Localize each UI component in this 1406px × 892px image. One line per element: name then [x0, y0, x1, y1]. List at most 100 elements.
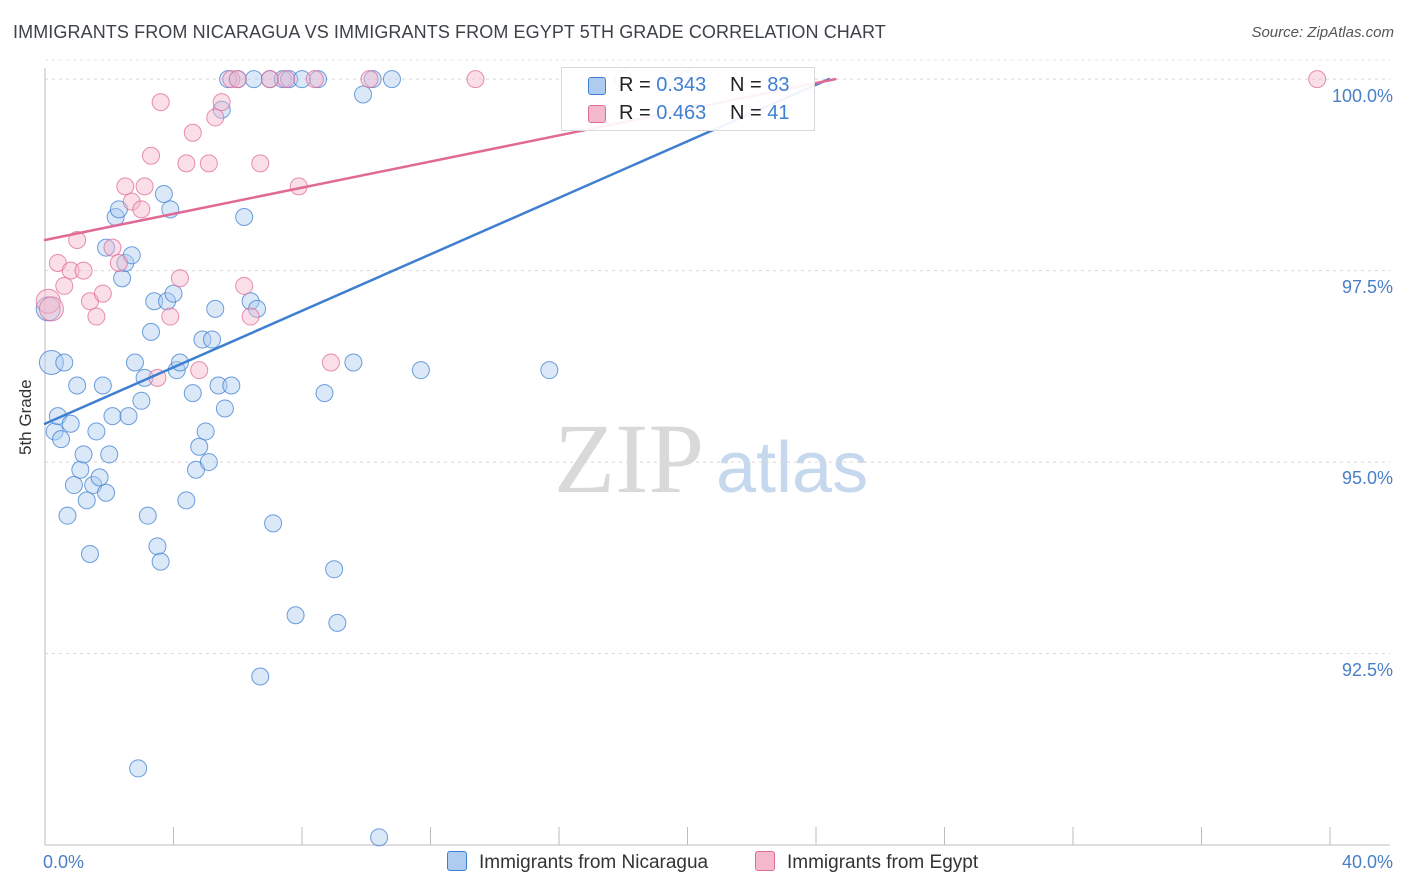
nicaragua-point: [215, 399, 234, 418]
y-tick-97-5: 97.5%: [1341, 277, 1393, 297]
nicaragua-point: [68, 376, 87, 395]
nicaragua-point: [183, 384, 202, 403]
egypt-point: [142, 146, 161, 165]
nicaragua-point: [97, 483, 116, 502]
nicaragua-point: [38, 350, 64, 376]
nicaragua-point: [540, 361, 559, 380]
egypt-point: [305, 70, 324, 89]
legend-r-egypt: R = 0.463: [619, 102, 707, 124]
nicaragua-point: [199, 453, 218, 472]
nicaragua-point: [80, 544, 99, 563]
egypt-point: [87, 307, 106, 326]
nicaragua-point: [411, 361, 430, 380]
nicaragua-point: [325, 560, 344, 579]
nicaragua-point: [203, 330, 222, 349]
nicaragua-point: [103, 407, 122, 426]
nicaragua-point: [158, 292, 177, 311]
nicaragua-point: [241, 292, 260, 311]
egypt-point: [135, 177, 154, 196]
nicaragua-point: [45, 422, 64, 441]
nicaragua-point: [212, 100, 231, 119]
nicaragua-point: [119, 407, 138, 426]
nicaragua-point: [251, 667, 270, 686]
nicaragua-point: [55, 353, 74, 372]
egypt-point: [241, 307, 260, 326]
nicaragua-point: [142, 322, 161, 341]
nicaragua-point: [164, 284, 183, 303]
legend-n-nicaragua: N = 83: [730, 74, 790, 96]
nicaragua-point: [151, 552, 170, 571]
nicaragua-point: [132, 391, 151, 410]
nicaragua-point: [125, 353, 144, 372]
nicaragua-point: [382, 70, 401, 89]
nicaragua-point: [328, 613, 347, 632]
nicaragua-point: [148, 537, 167, 556]
nicaragua-point: [235, 208, 254, 226]
egypt-point: [103, 238, 122, 257]
watermark-atlas: atlas: [716, 428, 868, 508]
egypt-point: [132, 200, 151, 219]
nicaragua-point: [145, 292, 164, 311]
nicaragua-point: [248, 299, 267, 318]
nicaragua-point: [61, 414, 80, 433]
egypt-point: [251, 154, 270, 173]
nicaragua-point: [87, 422, 106, 441]
egypt-point: [321, 353, 340, 372]
egypt-point: [360, 70, 379, 89]
nicaragua-point: [222, 376, 241, 395]
egypt-point: [122, 192, 141, 211]
egypt-point: [228, 70, 247, 89]
nicaragua-point: [97, 238, 116, 257]
legend-swatch-pink: [588, 105, 606, 123]
egypt-point: [276, 70, 295, 89]
nicaragua-point: [116, 253, 135, 272]
nicaragua-point: [177, 491, 196, 510]
egypt-point: [151, 93, 170, 112]
egypt-point: [235, 276, 254, 295]
nicaragua-point: [154, 185, 173, 204]
x-tick-min: 0.0%: [43, 852, 85, 872]
source-label: Source: ZipAtlas.com: [1251, 24, 1394, 41]
nicaragua-point: [370, 828, 389, 847]
egypt-point: [1308, 70, 1327, 89]
nicaragua-point: [93, 376, 112, 395]
nicaragua-point: [52, 430, 71, 449]
egypt-point: [212, 93, 231, 112]
nicaragua-point: [190, 437, 209, 456]
egypt-point: [116, 177, 135, 196]
egypt-point: [206, 108, 225, 127]
egypt-point: [260, 70, 279, 89]
legend-swatch-blue: [588, 77, 606, 95]
nicaragua-point: [196, 422, 215, 441]
nicaragua-point: [293, 70, 311, 89]
watermark-zip: ZIP: [554, 403, 704, 514]
chart-title: IMMIGRANTS FROM NICARAGUA VS IMMIGRANTS …: [13, 22, 886, 42]
nicaragua-point: [64, 476, 83, 495]
nicaragua-point: [264, 514, 283, 533]
egypt-point: [199, 154, 218, 173]
x-tick-max: 40.0%: [1341, 852, 1393, 872]
egypt-point: [222, 70, 241, 89]
nicaragua-point: [315, 384, 334, 403]
nicaragua-point: [58, 506, 77, 525]
y-axis-label: 5th Grade: [16, 379, 35, 455]
nicaragua-point: [100, 445, 119, 464]
bottom-legend-swatch-pink: [755, 851, 775, 871]
nicaragua-point: [209, 376, 228, 395]
y-tick-100: 100.0%: [1331, 86, 1393, 106]
nicaragua-point: [193, 330, 212, 349]
egypt-point: [183, 123, 202, 142]
egypt-point: [55, 276, 74, 295]
legend-n-egypt: N = 41: [730, 102, 790, 124]
bottom-legend-egypt: Immigrants from Egypt: [755, 851, 978, 874]
nicaragua-point: [90, 468, 109, 487]
egypt-point: [161, 307, 180, 326]
egypt-point: [190, 361, 209, 380]
nicaragua-point: [286, 606, 305, 625]
egypt-point: [74, 261, 93, 280]
correlation-legend: R = 0.343 N = 83 R = 0.463 N = 41: [561, 67, 815, 131]
egypt-point: [170, 269, 189, 288]
nicaragua-point: [77, 491, 96, 510]
egypt-point: [38, 296, 64, 322]
